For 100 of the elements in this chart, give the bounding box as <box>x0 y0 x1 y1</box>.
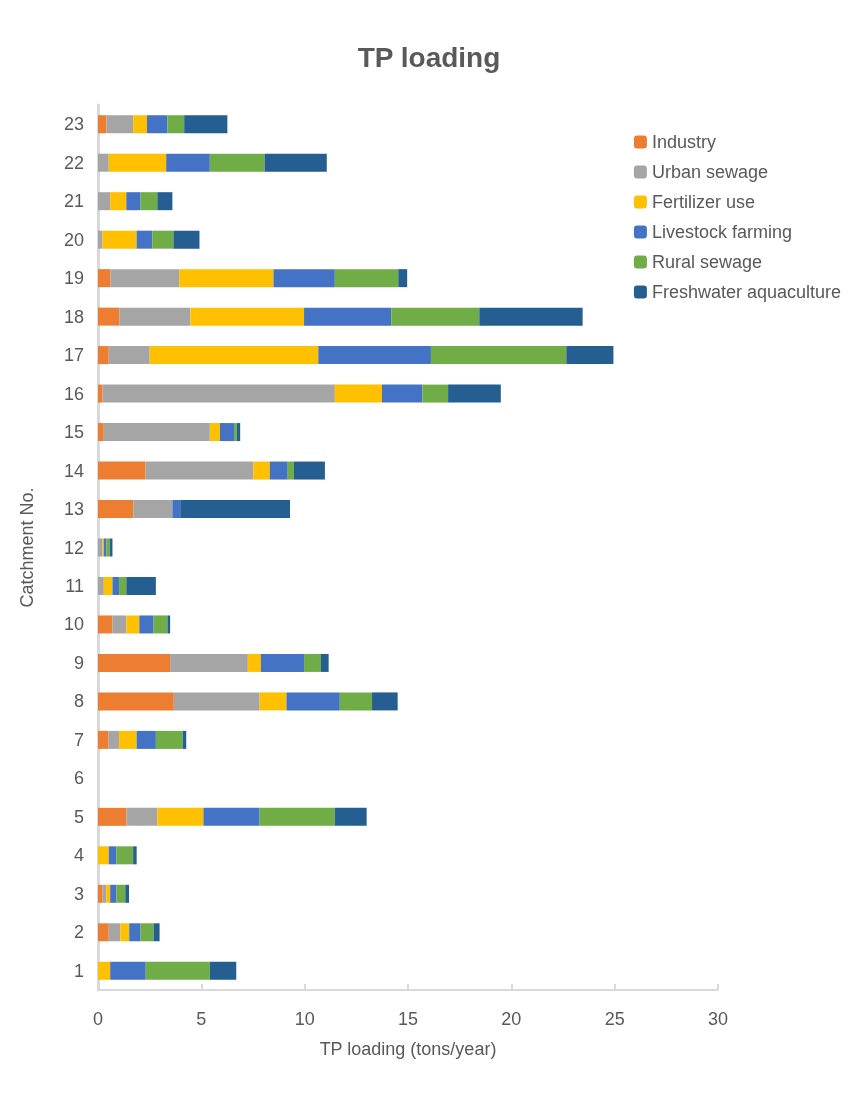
bar <box>286 692 340 711</box>
y-axis-title: Catchment No. <box>17 487 37 608</box>
bar <box>430 346 567 365</box>
bar <box>98 961 111 980</box>
bar <box>152 230 174 249</box>
bar <box>133 846 137 865</box>
bar <box>381 384 423 403</box>
y-tick-label: 16 <box>63 383 84 404</box>
bar <box>133 115 147 134</box>
bar <box>273 269 335 288</box>
bar <box>103 576 113 595</box>
bar <box>391 307 480 326</box>
bar <box>140 923 154 942</box>
bar <box>146 115 168 134</box>
bar <box>157 807 204 826</box>
bar <box>98 923 109 942</box>
bar <box>98 500 134 519</box>
bar <box>110 961 146 980</box>
legend-label: Industry <box>651 132 716 152</box>
bar <box>287 461 294 480</box>
bar <box>108 730 120 749</box>
bar <box>119 576 127 595</box>
bar <box>126 807 158 826</box>
bar <box>209 961 237 980</box>
bar <box>126 192 141 211</box>
bar <box>112 576 120 595</box>
legend-label: Urban sewage <box>651 162 768 182</box>
bar <box>372 692 398 711</box>
bar <box>129 923 141 942</box>
y-tick-label: 5 <box>73 806 84 827</box>
x-tick-label: 15 <box>397 1009 419 1029</box>
x-tick-label: 10 <box>294 1009 315 1029</box>
bar <box>179 269 274 288</box>
bar <box>448 384 501 403</box>
bar <box>304 653 321 672</box>
y-tick-label: 3 <box>73 883 84 904</box>
bar <box>133 500 173 519</box>
bar <box>98 807 127 826</box>
bar <box>98 423 104 442</box>
bar <box>112 615 127 634</box>
y-tick-label: 6 <box>73 768 84 789</box>
x-tick-label: 5 <box>196 1009 207 1029</box>
x-tick-label: 30 <box>707 1009 729 1029</box>
bar <box>145 961 210 980</box>
legend-label: Livestock farming <box>651 222 792 242</box>
bar <box>108 846 117 865</box>
bar <box>398 269 408 288</box>
bar <box>180 500 290 519</box>
bar <box>269 461 288 480</box>
bar <box>167 115 185 134</box>
bar <box>110 884 117 903</box>
bar <box>98 153 109 172</box>
bar <box>167 615 171 634</box>
bar <box>184 115 228 134</box>
bar <box>145 461 254 480</box>
bar <box>126 576 156 595</box>
bar <box>98 230 103 249</box>
bar <box>98 192 111 211</box>
bar <box>98 653 171 672</box>
legend-label: Rural sewage <box>651 252 762 272</box>
x-tick-label: 20 <box>501 1009 522 1029</box>
x-tick-label: 0 <box>92 1009 104 1029</box>
bar <box>209 423 220 442</box>
y-tick-label: 2 <box>73 922 84 943</box>
y-tick-label: 19 <box>63 268 84 289</box>
bar <box>155 730 183 749</box>
bar <box>422 384 449 403</box>
y-tick-label: 20 <box>63 229 84 250</box>
bar <box>166 153 210 172</box>
bar <box>102 384 335 403</box>
bar <box>293 461 325 480</box>
x-tick-label: 25 <box>604 1009 625 1029</box>
x-axis-title: TP loading (tons/year) <box>319 1039 497 1059</box>
bar <box>172 500 181 519</box>
legend-label: Fertilizer use <box>651 192 755 212</box>
bar <box>566 346 614 365</box>
bar <box>126 615 140 634</box>
y-tick-label: 21 <box>63 191 84 212</box>
bar <box>264 153 327 172</box>
bar <box>120 923 130 942</box>
bar <box>98 538 103 557</box>
legend-label: Freshwater aquaculture <box>651 282 842 302</box>
y-tick-label: 11 <box>65 575 84 596</box>
bar <box>260 653 305 672</box>
bar <box>119 307 191 326</box>
bar <box>108 923 121 942</box>
bar <box>98 846 109 865</box>
bar <box>106 115 134 134</box>
bar <box>173 692 260 711</box>
bar <box>108 346 150 365</box>
bar <box>98 461 146 480</box>
bar <box>116 884 126 903</box>
bar <box>247 653 261 672</box>
bar <box>149 346 319 365</box>
y-tick-label: 14 <box>63 460 84 481</box>
bar <box>108 153 167 172</box>
bar <box>110 192 127 211</box>
bar <box>259 807 335 826</box>
bar <box>153 615 168 634</box>
bar <box>219 423 234 442</box>
